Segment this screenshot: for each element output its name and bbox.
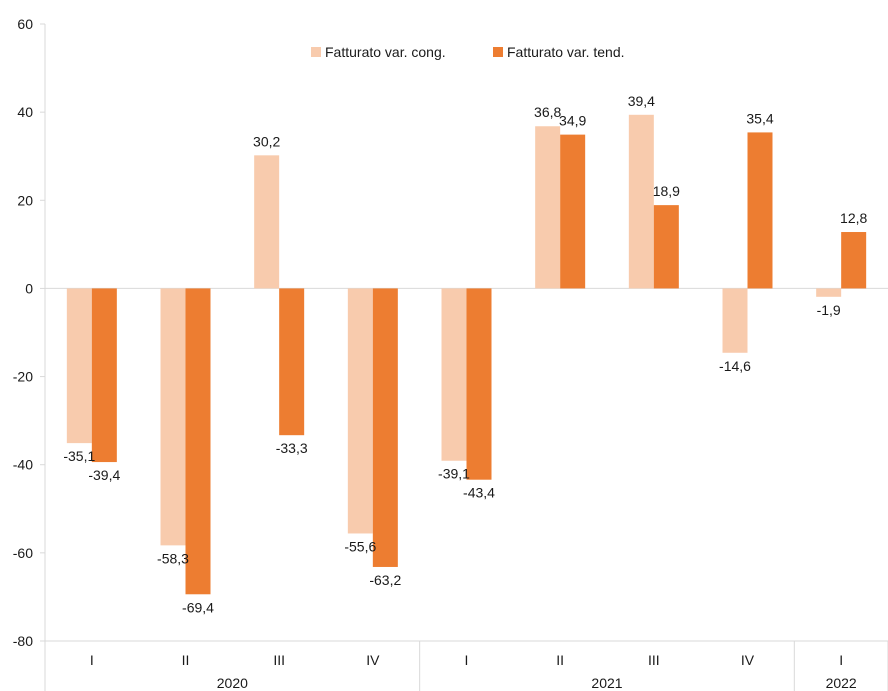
data-label: 12,8 [840,210,867,226]
bar-tend [466,288,492,480]
x-tick-label: III [648,652,660,668]
x-tick-label: II [182,652,190,668]
legend[interactable]: Fatturato var. cong. Fatturato var. tend… [311,44,625,60]
bar-tend [372,288,398,567]
legend-item-cong[interactable]: Fatturato var. cong. [311,44,446,60]
y-tick-label: -80 [13,633,33,649]
data-label: 18,9 [653,183,680,199]
bar-cong [347,288,373,534]
data-label: -58,3 [157,550,189,566]
bar-cong [628,114,654,289]
bar-cong [254,155,280,289]
data-label: -33,3 [276,440,308,456]
bar-tend [560,134,586,289]
bar-tend [279,288,305,436]
data-label: -63,2 [369,572,401,588]
data-label: -14,6 [719,358,751,374]
bar-cong [160,288,186,546]
y-tick-label: 20 [17,192,33,208]
data-label: -35,1 [63,448,95,464]
data-label: -43,4 [463,485,495,501]
data-label: 34,9 [559,113,586,129]
x-tick-label: I [465,652,469,668]
group-label: 2021 [591,675,622,691]
bar-cong [535,126,561,289]
bar-tend [185,288,211,595]
bars [66,114,867,595]
bar-cong [722,288,748,353]
data-label: -39,4 [88,467,120,483]
data-labels: -35,1 -39,4 -58,3 -69,4 30,2 -33,3 -55,6 -63,2 -… [63,93,867,615]
data-label: 30,2 [253,133,280,149]
x-tick-label: IV [366,652,380,668]
bar-tend [91,288,117,463]
x-tick-label: I [839,652,843,668]
legend-swatch-tend [493,47,503,57]
bar-cong [816,288,842,297]
y-tick-label: 0 [25,280,33,296]
bar-tend [747,132,773,289]
group-label: 2022 [826,675,857,691]
bar-tend [841,232,867,289]
y-tick-label: 60 [17,16,33,32]
y-tick-label: 40 [17,104,33,120]
legend-item-tend[interactable]: Fatturato var. tend. [493,44,625,60]
data-label: 36,8 [534,104,561,120]
x-tick-label: IV [741,652,755,668]
group-label: 2020 [217,675,248,691]
legend-swatch-cong [311,47,321,57]
bar-cong [66,288,92,444]
bar-cong [441,288,467,461]
y-tick-label: -20 [13,369,33,385]
data-label: 35,4 [746,110,773,126]
legend-label-cong: Fatturato var. cong. [325,44,446,60]
data-label: -39,1 [438,466,470,482]
bar-tend [653,205,679,289]
data-label: -55,6 [344,538,376,554]
y-tick-label: -60 [13,545,33,561]
x-tick-label: I [90,652,94,668]
data-label: -69,4 [182,599,214,615]
y-tick-label: -40 [13,457,33,473]
data-label: -1,9 [817,302,841,318]
x-tick-label: II [556,652,564,668]
data-label: 39,4 [628,93,655,109]
legend-label-tend: Fatturato var. tend. [507,44,625,60]
x-tick-label: III [273,652,285,668]
